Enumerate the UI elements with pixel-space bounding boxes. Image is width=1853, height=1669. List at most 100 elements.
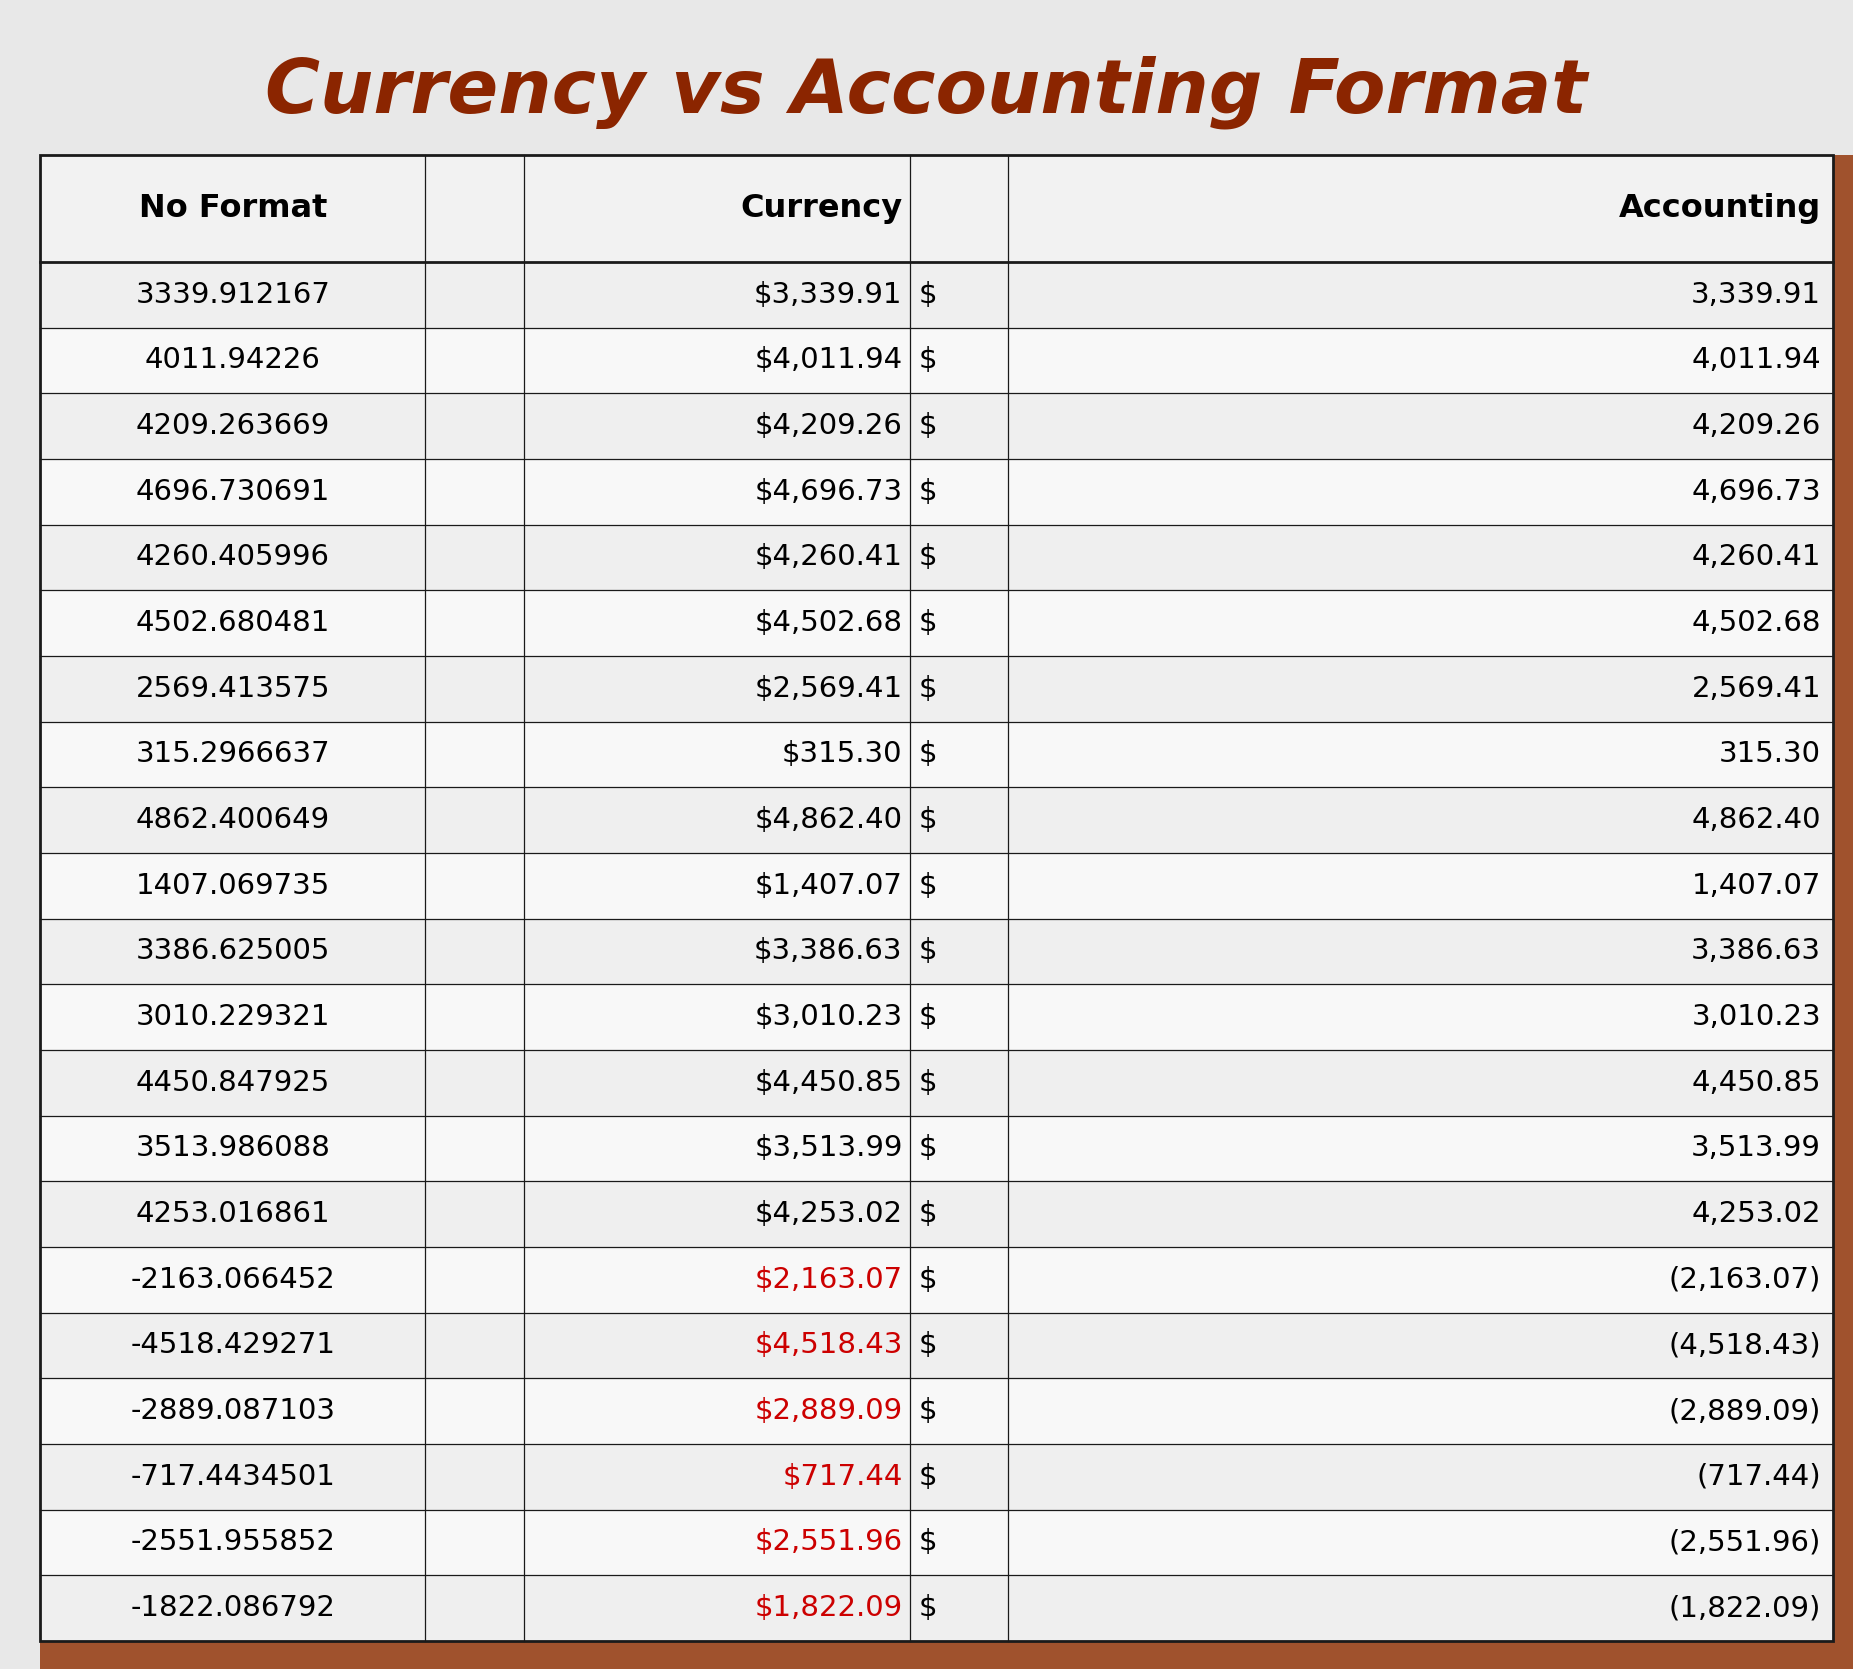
Text: $: $ [919, 412, 938, 441]
Text: $3,010.23: $3,010.23 [754, 1003, 902, 1031]
Text: 1407.069735: 1407.069735 [135, 871, 330, 900]
Text: 4,260.41: 4,260.41 [1692, 544, 1821, 571]
Text: $4,450.85: $4,450.85 [754, 1068, 902, 1097]
Text: -2163.066452: -2163.066452 [130, 1265, 335, 1293]
Text: (4,518.43): (4,518.43) [1668, 1332, 1821, 1360]
Text: 4,450.85: 4,450.85 [1692, 1068, 1821, 1097]
Bar [41, 524, 1833, 591]
Text: (1,822.09): (1,822.09) [1668, 1594, 1821, 1622]
Bar [41, 721, 1833, 788]
Bar [41, 918, 1833, 985]
Text: Currency: Currency [741, 194, 902, 224]
Text: -4518.429271: -4518.429271 [130, 1332, 335, 1360]
Text: -2889.087103: -2889.087103 [130, 1397, 335, 1425]
Text: $: $ [919, 1200, 938, 1228]
Bar [41, 155, 1833, 1641]
Bar [41, 394, 1833, 459]
Text: -2551.955852: -2551.955852 [130, 1529, 335, 1557]
Text: 3,386.63: 3,386.63 [1692, 938, 1821, 965]
Bar [41, 985, 1833, 1050]
Text: 3,513.99: 3,513.99 [1692, 1135, 1821, 1163]
Bar [41, 459, 1833, 524]
Text: $2,889.09: $2,889.09 [754, 1397, 902, 1425]
Bar [41, 1312, 1833, 1379]
Text: 3339.912167: 3339.912167 [135, 280, 330, 309]
Text: $2,551.96: $2,551.96 [754, 1529, 902, 1557]
Text: $: $ [919, 1594, 938, 1622]
Text: $4,502.68: $4,502.68 [754, 609, 902, 638]
Text: $: $ [919, 674, 938, 703]
Text: 4862.400649: 4862.400649 [135, 806, 330, 834]
Bar [41, 1444, 1833, 1510]
Text: 3,010.23: 3,010.23 [1692, 1003, 1821, 1031]
Text: $1,822.09: $1,822.09 [754, 1594, 902, 1622]
Text: 2569.413575: 2569.413575 [135, 674, 330, 703]
Text: 4450.847925: 4450.847925 [135, 1068, 330, 1097]
Text: 4,502.68: 4,502.68 [1692, 609, 1821, 638]
Text: $: $ [919, 609, 938, 638]
Text: 4011.94226: 4011.94226 [145, 347, 321, 374]
Text: $: $ [919, 806, 938, 834]
Bar [41, 1379, 1833, 1444]
Bar [41, 788, 1833, 853]
Text: (2,163.07): (2,163.07) [1668, 1265, 1821, 1293]
Bar [41, 1510, 1833, 1576]
Text: (717.44): (717.44) [1695, 1462, 1821, 1490]
Text: $: $ [919, 741, 938, 768]
Text: $1,407.07: $1,407.07 [754, 871, 902, 900]
Text: $2,569.41: $2,569.41 [754, 674, 902, 703]
Text: 2,569.41: 2,569.41 [1692, 674, 1821, 703]
Text: 4696.730691: 4696.730691 [135, 477, 330, 506]
Text: $: $ [919, 477, 938, 506]
Text: $3,339.91: $3,339.91 [754, 280, 902, 309]
Bar [41, 262, 1833, 327]
Text: 4502.680481: 4502.680481 [135, 609, 330, 638]
Text: $: $ [919, 1135, 938, 1163]
Text: 4,862.40: 4,862.40 [1692, 806, 1821, 834]
Text: $: $ [919, 280, 938, 309]
Text: -1822.086792: -1822.086792 [130, 1594, 335, 1622]
Bar [41, 155, 1833, 262]
Text: $: $ [919, 1462, 938, 1490]
Bar [41, 1182, 1833, 1247]
Bar [41, 853, 1833, 918]
Text: $: $ [919, 1265, 938, 1293]
Text: 4209.263669: 4209.263669 [135, 412, 330, 441]
Text: $3,386.63: $3,386.63 [754, 938, 902, 965]
Bar [41, 1115, 1833, 1182]
Text: 4253.016861: 4253.016861 [135, 1200, 330, 1228]
Bar [41, 1050, 1833, 1115]
Text: $: $ [919, 1397, 938, 1425]
Text: 3513.986088: 3513.986088 [135, 1135, 330, 1163]
Text: $4,011.94: $4,011.94 [754, 347, 902, 374]
Text: $: $ [919, 544, 938, 571]
Bar [41, 591, 1833, 656]
Text: $3,513.99: $3,513.99 [754, 1135, 902, 1163]
Text: $2,163.07: $2,163.07 [754, 1265, 902, 1293]
Text: $: $ [919, 347, 938, 374]
Text: 4,011.94: 4,011.94 [1692, 347, 1821, 374]
Text: 315.30: 315.30 [1720, 741, 1821, 768]
Text: 315.2966637: 315.2966637 [135, 741, 330, 768]
Text: $: $ [919, 938, 938, 965]
Text: $4,518.43: $4,518.43 [754, 1332, 902, 1360]
Bar [41, 1247, 1833, 1312]
Text: -717.4434501: -717.4434501 [130, 1462, 335, 1490]
Text: $4,862.40: $4,862.40 [754, 806, 902, 834]
Text: $4,260.41: $4,260.41 [754, 544, 902, 571]
Text: 4260.405996: 4260.405996 [135, 544, 330, 571]
Text: $: $ [919, 871, 938, 900]
Text: Accounting: Accounting [1620, 194, 1821, 224]
Text: (2,551.96): (2,551.96) [1668, 1529, 1821, 1557]
Bar [41, 1576, 1833, 1641]
Text: 1,407.07: 1,407.07 [1692, 871, 1821, 900]
Text: $4,209.26: $4,209.26 [754, 412, 902, 441]
Text: $717.44: $717.44 [782, 1462, 902, 1490]
Bar [41, 656, 1833, 721]
Text: $: $ [919, 1529, 938, 1557]
Text: 4,696.73: 4,696.73 [1692, 477, 1821, 506]
Text: $: $ [919, 1068, 938, 1097]
Text: 3386.625005: 3386.625005 [135, 938, 330, 965]
Text: $315.30: $315.30 [782, 741, 902, 768]
Text: 4,209.26: 4,209.26 [1692, 412, 1821, 441]
